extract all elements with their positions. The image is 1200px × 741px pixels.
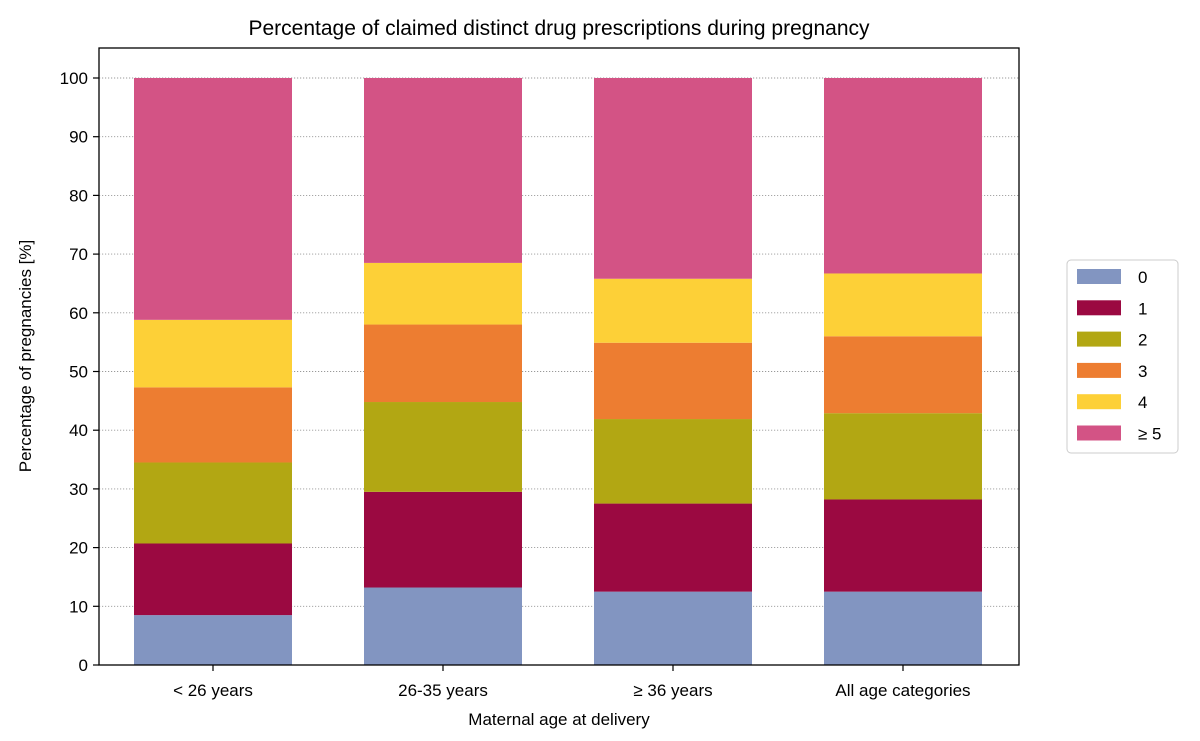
x-tick-label: ≥ 36 years <box>633 681 712 700</box>
bars <box>134 78 982 665</box>
plot-frame <box>98 47 1020 666</box>
y-tick-label: 30 <box>69 480 88 499</box>
legend-label-2: 2 <box>1138 331 1147 350</box>
y-tick-label: 70 <box>69 245 88 264</box>
legend-swatch-5 <box>1077 425 1121 441</box>
x-tick-label: < 26 years <box>173 681 253 700</box>
x-tick-label: All age categories <box>835 681 970 700</box>
bar-segment-0-4 <box>134 319 292 388</box>
y-axis-title: Percentage of pregnancies [%] <box>16 240 35 472</box>
legend-label-5: ≥ 5 <box>1138 425 1162 444</box>
legend-swatch-2 <box>1077 331 1121 347</box>
bar-segment-2-0 <box>594 591 752 665</box>
y-tick-label: 50 <box>69 363 88 382</box>
bar-segment-2-5 <box>594 78 752 279</box>
y-tick-label: 40 <box>69 421 88 440</box>
bar-segment-2-1 <box>594 503 752 592</box>
x-tick-label: 26-35 years <box>398 681 488 700</box>
bar-segment-3-5 <box>824 78 982 274</box>
y-tick-label: 100 <box>60 69 88 88</box>
bar-segment-3-4 <box>824 273 982 337</box>
legend-swatch-3 <box>1077 362 1121 378</box>
legend-swatch-1 <box>1077 300 1121 316</box>
bar-segment-1-5 <box>364 78 522 263</box>
bar-segment-1-4 <box>364 262 522 325</box>
y-axis: 0 10 20 30 40 50 60 70 80 90 100 <box>60 69 99 675</box>
y-tick-label: 10 <box>69 597 88 616</box>
bar-segment-2-2 <box>594 419 752 504</box>
bar-segment-3-0 <box>824 591 982 665</box>
bar-segment-1-3 <box>364 324 522 403</box>
y-tick-label: 90 <box>69 128 88 147</box>
bar-segment-3-3 <box>824 336 982 414</box>
chart-title: Percentage of claimed distinct drug pres… <box>248 17 870 40</box>
y-tick-label: 0 <box>79 656 88 675</box>
bar-segment-1-2 <box>364 402 522 492</box>
y-tick-label: 80 <box>69 186 88 205</box>
bar-segment-1-0 <box>364 587 522 665</box>
legend: 0 1 2 3 4 ≥ 5 <box>1066 259 1179 454</box>
x-axis-title: Maternal age at delivery <box>468 710 650 729</box>
bar-segment-0-5 <box>134 78 292 320</box>
bar-segment-3-1 <box>824 499 982 592</box>
legend-label-3: 3 <box>1138 362 1147 381</box>
bar-segment-0-0 <box>134 615 292 665</box>
bar-segment-2-4 <box>594 278 752 343</box>
y-tick-label: 60 <box>69 304 88 323</box>
x-axis: < 26 years 26-35 years ≥ 36 years All age c… <box>173 665 971 700</box>
bar-segment-2-3 <box>594 342 752 420</box>
bar-segment-0-3 <box>134 387 292 463</box>
bar-segment-0-2 <box>134 462 292 544</box>
bar-segment-0-1 <box>134 543 292 616</box>
legend-label-0: 0 <box>1138 268 1147 287</box>
legend-swatch-4 <box>1077 394 1121 410</box>
bar-segment-3-2 <box>824 413 982 500</box>
legend-label-4: 4 <box>1138 393 1147 412</box>
bar-segment-1-1 <box>364 491 522 588</box>
legend-label-1: 1 <box>1138 299 1147 318</box>
legend-swatch-0 <box>1077 269 1121 284</box>
y-tick-label: 20 <box>69 539 88 558</box>
